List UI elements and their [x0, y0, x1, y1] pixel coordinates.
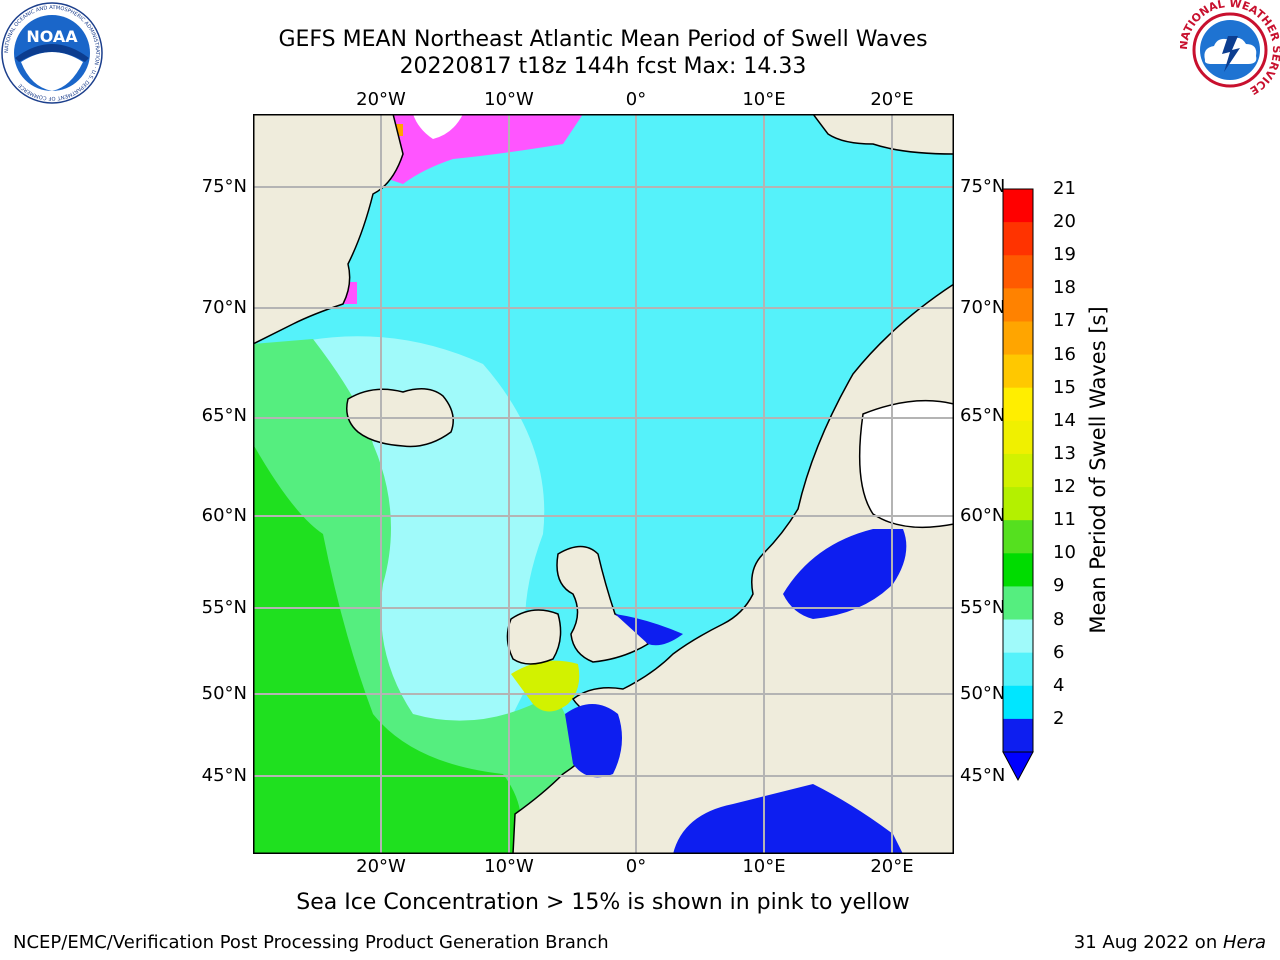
colorbar-tick: 20 — [1053, 211, 1076, 233]
colorbar-label: Mean Period of Swell Waves [s] — [1086, 306, 1110, 634]
land-svalbard — [812, 114, 954, 155]
colorbar-swatch — [1003, 553, 1033, 587]
ocean-coastal-north-sea — [615, 614, 683, 646]
lon-tick-bottom: 0° — [625, 856, 647, 877]
ocean-biscay — [565, 704, 622, 778]
lat-tick-left: 75°N — [201, 176, 247, 197]
footer-credit: NCEP/EMC/Verification Post Processing Pr… — [13, 932, 609, 953]
colorbar-swatch — [1003, 354, 1033, 389]
chart-subtitle: 20220817 t18z 144h fcst Max: 14.33 — [399, 54, 807, 79]
colorbar-tick: 12 — [1053, 476, 1076, 498]
colorbar-tick: 8 — [1053, 608, 1065, 630]
footer-date-text: 31 Aug 2022 on — [1073, 932, 1223, 953]
colorbar-tick: 21 — [1053, 178, 1076, 199]
lat-tick-left: 65°N — [201, 405, 247, 426]
colorbar-swatch — [1003, 487, 1033, 521]
chart-title: GEFS MEAN Northeast Atlantic Mean Period… — [278, 27, 928, 52]
colorbar-underflow-arrow — [1002, 751, 1034, 782]
colorbar-tick: 6 — [1053, 641, 1065, 663]
land-finland — [858, 399, 954, 529]
colorbar-swatch — [1003, 420, 1033, 455]
colorbar-swatch — [1003, 520, 1033, 554]
lat-tick-right: 50°N — [960, 683, 1006, 704]
colorbar-tick: 9 — [1053, 575, 1065, 597]
lat-tick-right: 65°N — [960, 405, 1006, 426]
colorbar-tick: 19 — [1053, 244, 1076, 266]
colorbar-tick: 18 — [1053, 277, 1076, 299]
colorbar-tick: 4 — [1053, 674, 1065, 696]
lon-tick-bottom: 10°W — [484, 856, 534, 877]
colorbar-swatch — [1003, 619, 1033, 654]
sea-ice-white — [413, 114, 463, 139]
lon-tick-bottom: 20°E — [870, 856, 914, 877]
lat-tick-right: 55°N — [960, 597, 1006, 618]
lon-tick-top: 20°E — [870, 89, 914, 110]
colorbar-swatch — [1003, 685, 1033, 720]
lat-tick-right: 70°N — [960, 297, 1006, 318]
graticule — [253, 114, 954, 854]
colorbar-swatch — [1003, 453, 1033, 488]
lat-tick-right: 75°N — [960, 176, 1006, 197]
colorbar-tick: 10 — [1053, 542, 1076, 564]
colorbar-swatch — [1003, 652, 1033, 687]
colorbar-swatch — [1003, 718, 1033, 753]
lat-tick-left: 55°N — [201, 597, 247, 618]
land-ireland — [506, 609, 562, 665]
colorbar-tick: 2 — [1053, 707, 1065, 729]
lat-tick-left: 60°N — [201, 505, 247, 526]
colorbar-tick: 14 — [1053, 409, 1076, 431]
lon-tick-top: 10°E — [742, 89, 786, 110]
colorbar-tick: 16 — [1053, 343, 1076, 365]
sea-ice-note: Sea Ice Concentration > 15% is shown in … — [296, 890, 910, 915]
lon-tick-bottom: 10°E — [742, 856, 786, 877]
colorbar-swatch — [1003, 321, 1033, 356]
colorbar-swatch — [1003, 255, 1033, 289]
map-panel — [253, 114, 954, 854]
lon-tick-top: 0° — [625, 89, 647, 110]
colorbar-tick: 17 — [1053, 310, 1076, 332]
ocean-swell-12-13 — [511, 660, 580, 712]
colorbar-swatch — [1003, 222, 1033, 256]
noaa-logo-text: NOAA — [26, 27, 78, 46]
footer-host: Hera — [1222, 932, 1266, 953]
colorbar-swatch — [1003, 586, 1033, 621]
colorbar-swatch — [1003, 189, 1033, 223]
colorbar-swatch — [1003, 288, 1033, 322]
lat-tick-left: 50°N — [201, 683, 247, 704]
lon-tick-top: 20°W — [356, 89, 406, 110]
colorbar-tick: 13 — [1053, 442, 1076, 464]
lat-tick-left: 70°N — [201, 297, 247, 318]
lon-tick-top: 10°W — [484, 89, 534, 110]
colorbar-tick: 15 — [1053, 376, 1076, 398]
footer-date: 31 Aug 2022 on Hera — [1074, 932, 1266, 953]
lat-tick-right: 60°N — [960, 505, 1006, 526]
lat-tick-right: 45°N — [960, 765, 1006, 786]
ocean-mediterranean — [673, 784, 903, 854]
colorbar-tick: 11 — [1053, 509, 1076, 531]
ocean-swell-10-11 — [253, 444, 521, 854]
lon-tick-bottom: 20°W — [356, 856, 406, 877]
land-great-britain — [556, 545, 649, 663]
lat-tick-left: 45°N — [201, 765, 247, 786]
colorbar-swatch — [1003, 387, 1033, 422]
colorbar — [1002, 188, 1034, 782]
ocean-baltic — [783, 529, 907, 619]
noaa-logo: NOAA NATIONAL OCEANIC AND ATMOSPHERIC AD… — [1, 2, 103, 104]
